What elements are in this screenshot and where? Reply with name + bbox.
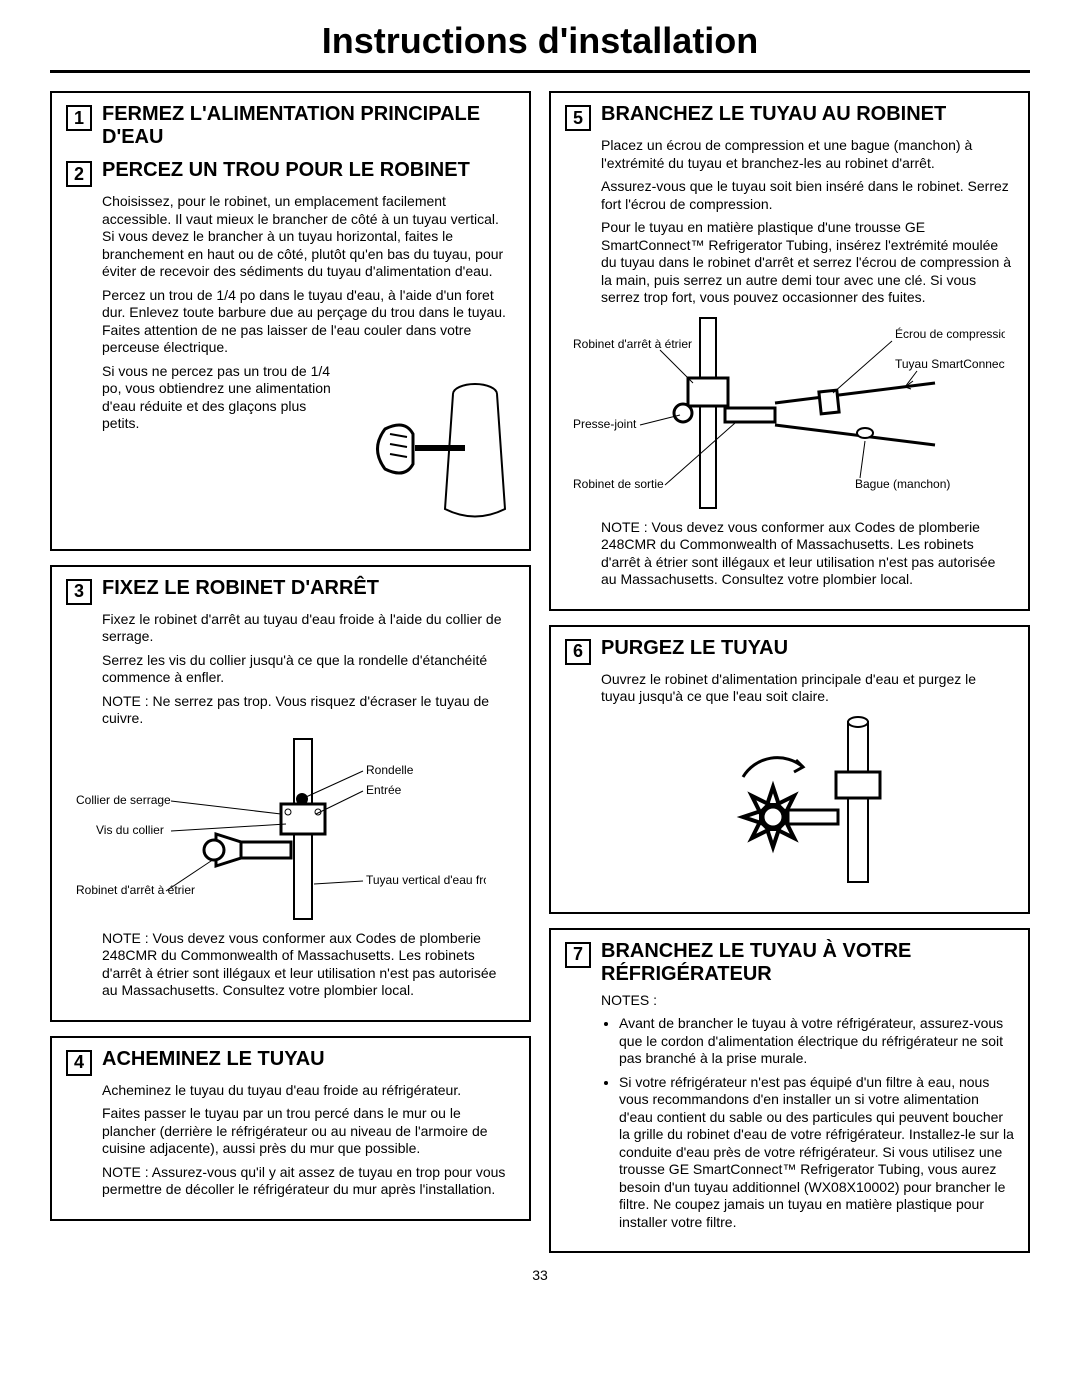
step-number-6: 6 bbox=[565, 639, 591, 665]
step-title-4: ACHEMINEZ LE TUYAU bbox=[102, 1048, 325, 1071]
step-5-para-3: Pour le tuyau en matière plastique d'une… bbox=[601, 219, 1014, 307]
label-tuyau-vertical: Tuyau vertical d'eau froide bbox=[366, 873, 486, 887]
step-2-para-1: Choisissez, pour le robinet, un emplacem… bbox=[102, 193, 515, 281]
step-number-5: 5 bbox=[565, 105, 591, 131]
step-box-4: 4 ACHEMINEZ LE TUYAU Acheminez le tuyau … bbox=[50, 1036, 531, 1221]
step-title-7: BRANCHEZ LE TUYAU À VOTRE RÉFRIGÉRATEUR bbox=[601, 940, 1014, 986]
step-number-2: 2 bbox=[66, 161, 92, 187]
label-tuyau-sc: Tuyau SmartConnect™ bbox=[895, 357, 1005, 371]
title-divider bbox=[50, 70, 1030, 73]
left-column: 1 FERMEZ L'ALIMENTATION PRINCIPALE D'EAU… bbox=[50, 91, 531, 1253]
step-4-para-1: Acheminez le tuyau du tuyau d'eau froide… bbox=[102, 1082, 515, 1100]
step-7-note-2: Si votre réfrigérateur n'est pas équipé … bbox=[619, 1074, 1014, 1232]
step-box-6: 6 PURGEZ LE TUYAU Ouvrez le robinet d'al… bbox=[549, 625, 1030, 914]
valve-clamp-diagram: Collier de serrage Vis du collier Robine… bbox=[66, 734, 479, 924]
connect-valve-diagram: Robinet d'arrêt à étrier Presse-joint Ro… bbox=[565, 313, 978, 513]
step-box-1-2: 1 FERMEZ L'ALIMENTATION PRINCIPALE D'EAU… bbox=[50, 91, 531, 551]
step-5-para-1: Placez un écrou de compression et une ba… bbox=[601, 137, 1014, 172]
step-4-para-3: NOTE : Assurez-vous qu'il y ait assez de… bbox=[102, 1164, 515, 1199]
step-number-3: 3 bbox=[66, 579, 92, 605]
step-3-para-2: Serrez les vis du collier jusqu'à ce que… bbox=[102, 652, 515, 687]
page-number: 33 bbox=[50, 1267, 1030, 1283]
drill-diagram bbox=[355, 369, 515, 529]
step-3-para-4: NOTE : Vous devez vous conformer aux Cod… bbox=[102, 930, 515, 1000]
step-box-3: 3 FIXEZ LE ROBINET D'ARRÊT Fixez le robi… bbox=[50, 565, 531, 1022]
label-bague: Bague (manchon) bbox=[855, 477, 950, 491]
step-2: 2 PERCEZ UN TROU POUR LE ROBINET Choisis… bbox=[66, 159, 515, 535]
step-title-1: FERMEZ L'ALIMENTATION PRINCIPALE D'EAU bbox=[102, 103, 515, 149]
step-title-2: PERCEZ UN TROU POUR LE ROBINET bbox=[102, 159, 470, 182]
step-3-para-3: NOTE : Ne serrez pas trop. Vous risquez … bbox=[102, 693, 515, 728]
step-5-para-4: NOTE : Vous devez vous conformer aux Cod… bbox=[601, 519, 1014, 589]
label-entree: Entrée bbox=[366, 783, 402, 797]
page-title: Instructions d'installation bbox=[50, 20, 1030, 62]
step-6-para-1: Ouvrez le robinet d'alimentation princip… bbox=[601, 671, 1014, 706]
step-7-note-1: Avant de brancher le tuyau à votre réfri… bbox=[619, 1015, 1014, 1068]
step-number-7: 7 bbox=[565, 942, 591, 968]
label-robinet-sortie: Robinet de sortie bbox=[573, 477, 664, 491]
step-title-6: PURGEZ LE TUYAU bbox=[601, 637, 788, 660]
step-title-3: FIXEZ LE ROBINET D'ARRÊT bbox=[102, 577, 379, 600]
label-robinet-etrier: Robinet d'arrêt à étrier bbox=[573, 337, 692, 351]
step-number-4: 4 bbox=[66, 1050, 92, 1076]
step-box-7: 7 BRANCHEZ LE TUYAU À VOTRE RÉFRIGÉRATEU… bbox=[549, 928, 1030, 1254]
step-1: 1 FERMEZ L'ALIMENTATION PRINCIPALE D'EAU bbox=[66, 103, 515, 149]
label-presse-joint: Presse-joint bbox=[573, 417, 637, 431]
step-4-para-2: Faites passer le tuyau par un trou percé… bbox=[102, 1105, 515, 1158]
step-2-para-2: Percez un trou de 1/4 po dans le tuyau d… bbox=[102, 287, 515, 357]
label-collier: Collier de serrage bbox=[76, 793, 171, 807]
step-5-para-2: Assurez-vous que le tuyau soit bien insé… bbox=[601, 178, 1014, 213]
step-box-5: 5 BRANCHEZ LE TUYAU AU ROBINET Placez un… bbox=[549, 91, 1030, 611]
step-number-1: 1 bbox=[66, 105, 92, 131]
step-3-para-1: Fixez le robinet d'arrêt au tuyau d'eau … bbox=[102, 611, 515, 646]
label-vis: Vis du collier bbox=[96, 823, 164, 837]
step-title-5: BRANCHEZ LE TUYAU AU ROBINET bbox=[601, 103, 946, 126]
step-7-notes-label: NOTES : bbox=[601, 992, 1014, 1010]
label-ecrou: Écrou de compression bbox=[895, 326, 1005, 341]
content-columns: 1 FERMEZ L'ALIMENTATION PRINCIPALE D'EAU… bbox=[50, 91, 1030, 1253]
step-2-para-3: Si vous ne percez pas un trou de 1/4 po,… bbox=[102, 363, 347, 433]
right-column: 5 BRANCHEZ LE TUYAU AU ROBINET Placez un… bbox=[549, 91, 1030, 1253]
label-robinet-arret: Robinet d'arrêt à étrier bbox=[76, 883, 195, 897]
label-rondelle: Rondelle bbox=[366, 763, 414, 777]
purge-diagram bbox=[601, 712, 1014, 892]
